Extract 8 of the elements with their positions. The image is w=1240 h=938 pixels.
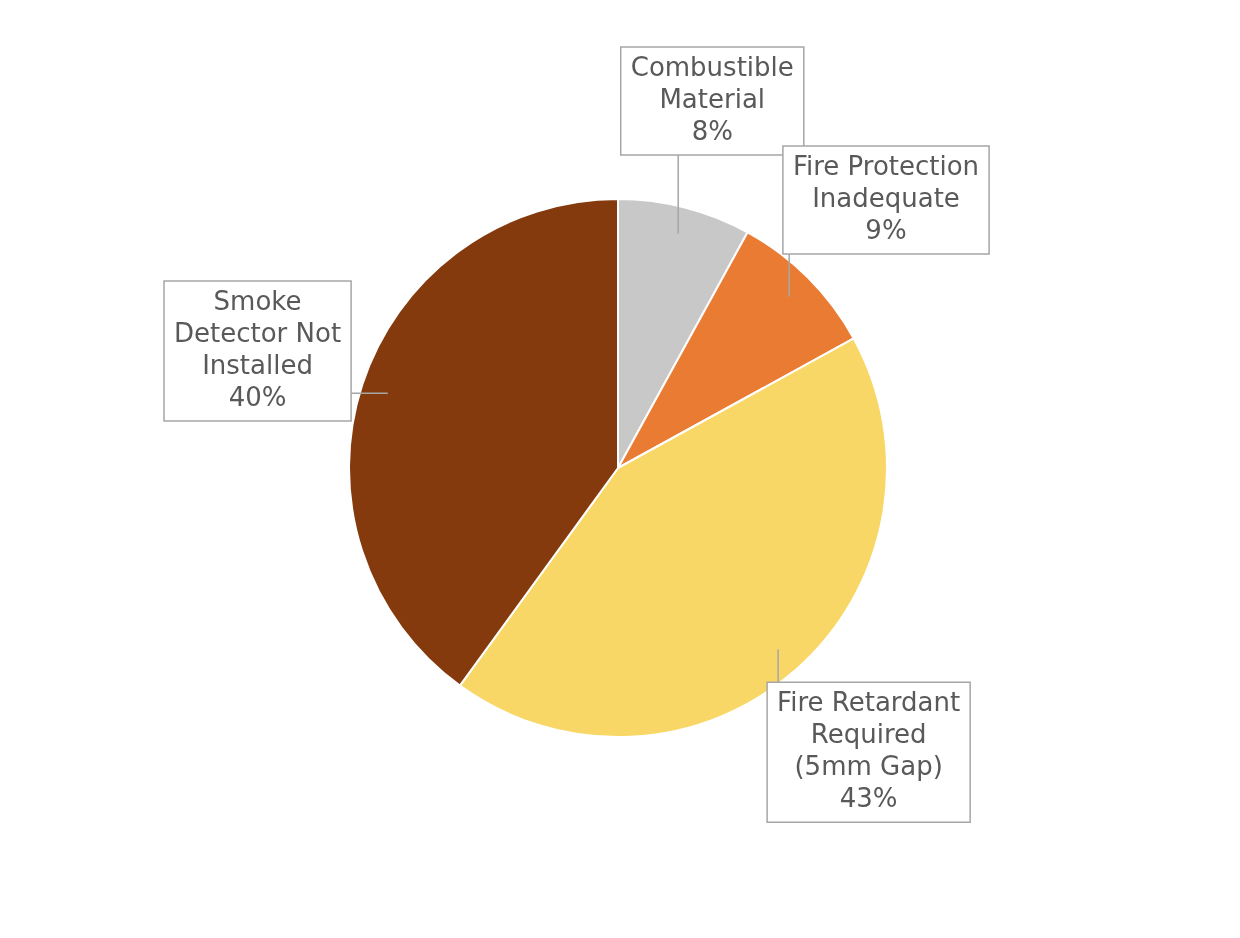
data-label: 9% bbox=[865, 214, 907, 245]
slice-label: Combustible Material bbox=[630, 51, 794, 114]
slice-label: Smoke Detector Not Installed bbox=[173, 285, 342, 380]
slice-label: Fire Retardant Required (5mm Gap) bbox=[777, 687, 961, 782]
slice-label: Fire Protection Inadequate bbox=[792, 150, 980, 213]
data-label: 40% bbox=[228, 381, 287, 412]
data-label: 8% bbox=[691, 115, 733, 146]
data-label: 43% bbox=[839, 783, 898, 814]
